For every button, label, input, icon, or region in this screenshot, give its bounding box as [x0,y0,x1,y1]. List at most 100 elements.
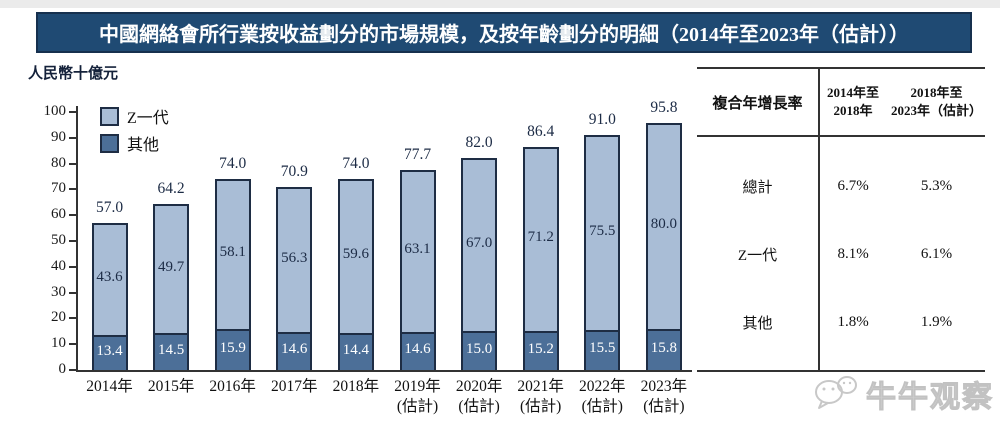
bar-gen-z-value-label: 75.5 [589,222,616,239]
column-header-line: 2018年 [833,103,873,118]
bar-segment-gen-z [461,158,498,331]
legend-item-other: 其他 [100,131,169,155]
y-axis-tick-label: 70 [51,180,66,197]
x-axis-label: 2021年 (估計) [505,377,577,417]
bar-other-value-label: 14.5 [157,341,185,358]
bar-segment-other [645,329,682,370]
cagr-value: 8.1% [837,246,869,262]
bar-segment-other [91,335,128,370]
legend-swatch-gen-z-icon [100,106,119,126]
table-column-headers: 2014年至 2018年 2018年至 2023年（估計） [818,69,985,135]
top-margin-strip [0,0,1000,8]
bar-other-value-label: 14.6 [281,341,308,357]
bar-other-value-label: 15.0 [465,340,493,357]
column-header-line: 2018年至 [910,85,963,101]
y-axis-tick [69,136,76,139]
y-axis-tick-label: 80 [51,154,66,171]
bar-segment-gen-z [522,147,559,331]
y-axis-tick [69,291,76,294]
cagr-value: 6.1% [920,246,953,262]
y-axis-tick [69,240,76,242]
y-axis-tick-label: 40 [51,257,66,274]
table-row-other: 其他 1.8% 1.9% [697,304,985,340]
bar-segment-other [522,331,559,370]
legend-item-gen-z: Z一代 [100,104,169,128]
table-title: 複合年增長率 [712,95,803,112]
cagr-table: 複合年增長率 2014年至 2018年 2018年至 2023年（估計） 總計 … [697,67,985,372]
x-axis-label: 2016年 [197,377,269,397]
cagr-value: 6.7% [837,178,869,195]
x-axis-label-line: 2019年 [394,378,441,395]
x-axis-label: 2015年 [135,377,207,397]
bar-other-value-label: 13.4 [96,342,123,359]
x-axis-line [76,370,692,372]
bar-segment-gen-z [584,135,621,330]
row-label: 其他 [742,315,773,332]
column-header-line: 2023年（估計） [891,103,983,118]
column-header-2018-2023: 2018年至 2023年（估計） [888,69,985,135]
bar-total-label: 70.9 [280,163,308,180]
x-axis-label-line: 2014年 [86,378,133,395]
y-axis-tick-label: 100 [43,103,67,119]
x-axis-label-line: 2021年 [517,378,564,395]
bar-segment-other [399,332,436,370]
y-axis-tick [69,265,76,268]
bar-segment-other [584,330,621,370]
bar-total-label: 77.7 [403,146,432,163]
cagr-value: 1.9% [920,313,953,330]
bar-total-label: 91.0 [588,111,616,128]
bar-gen-z-value-label: 63.1 [404,241,431,257]
bar-other-value-label: 15.5 [589,340,616,356]
x-axis-label: 2017年 [258,377,330,397]
column-header-2014-2018: 2014年至 2018年 [818,69,888,135]
bar-segment-gen-z [337,179,374,333]
y-axis-tick-label: 50 [51,232,66,248]
bar-segment-gen-z [91,223,128,335]
x-axis-label: 2020年 (估計) [443,377,515,417]
x-axis-label-line: 2016年 [209,378,256,395]
column-header-line: 2014年至 [827,85,880,101]
bar-total-label: 74.0 [342,155,370,172]
chart-legend: Z一代 其他 [100,104,169,158]
bar-segment-gen-z [645,123,682,329]
x-axis-label: 2022年 (估計) [566,377,638,417]
x-axis-label-line: (估計) [520,398,562,416]
bar-total-label: 86.4 [527,123,555,140]
y-axis-tick [69,369,76,371]
bar-total-label: 95.8 [650,99,678,116]
bar-gen-z-value-label: 56.3 [281,249,308,266]
x-axis-label-line: 2020年 [455,378,503,395]
y-axis-tick-label: 20 [51,309,66,326]
x-axis-label-line: 2015年 [147,378,195,395]
legend-label-other: 其他 [127,137,160,154]
bar-gen-z-value-label: 71.2 [527,229,554,245]
y-axis-tick [69,111,76,113]
y-axis-tick-label: 30 [51,283,66,300]
figure-title: 中國網絡會所行業按收益劃分的市場規模，及按年齡劃分的明細（2014年至2023年… [36,12,972,53]
bar-segment-other [337,333,374,370]
x-axis-label-line: (估計) [396,398,439,416]
bar-segment-gen-z [276,187,313,332]
row-values: 1.8% 1.9% [818,314,985,331]
y-axis-tick-label: 90 [51,128,66,145]
y-axis-line [76,106,78,372]
row-label: Z一代 [737,248,778,264]
x-axis-label: 2018年 [320,377,392,397]
x-axis-label: 2019年 (估計) [382,377,454,417]
row-values: 8.1% 6.1% [818,246,985,263]
bar-segment-gen-z [214,179,251,329]
bar-other-value-label: 15.8 [650,339,678,356]
x-axis-label-line: (估計) [643,398,685,416]
watermark-text: 牛牛观察 [866,381,994,415]
row-label: 總計 [742,180,773,197]
y-axis-tick [69,343,76,346]
bar-other-value-label: 15.2 [527,340,554,357]
x-axis-label-line: 2017年 [271,378,318,395]
x-axis-label-line: 2018年 [332,378,380,395]
bar-total-label: 64.2 [157,180,185,197]
x-axis-label: 2023年 (估計) [628,377,700,417]
y-axis-unit-label: 人民幣十億元 [28,66,119,82]
table-body: 總計 6.7% 5.3% Z一代 8.1% 6.1% 其他 1.8% 1.9% [697,137,985,372]
bar-other-value-label: 14.6 [404,341,431,357]
x-axis-label-line: 2023年 [640,378,688,395]
